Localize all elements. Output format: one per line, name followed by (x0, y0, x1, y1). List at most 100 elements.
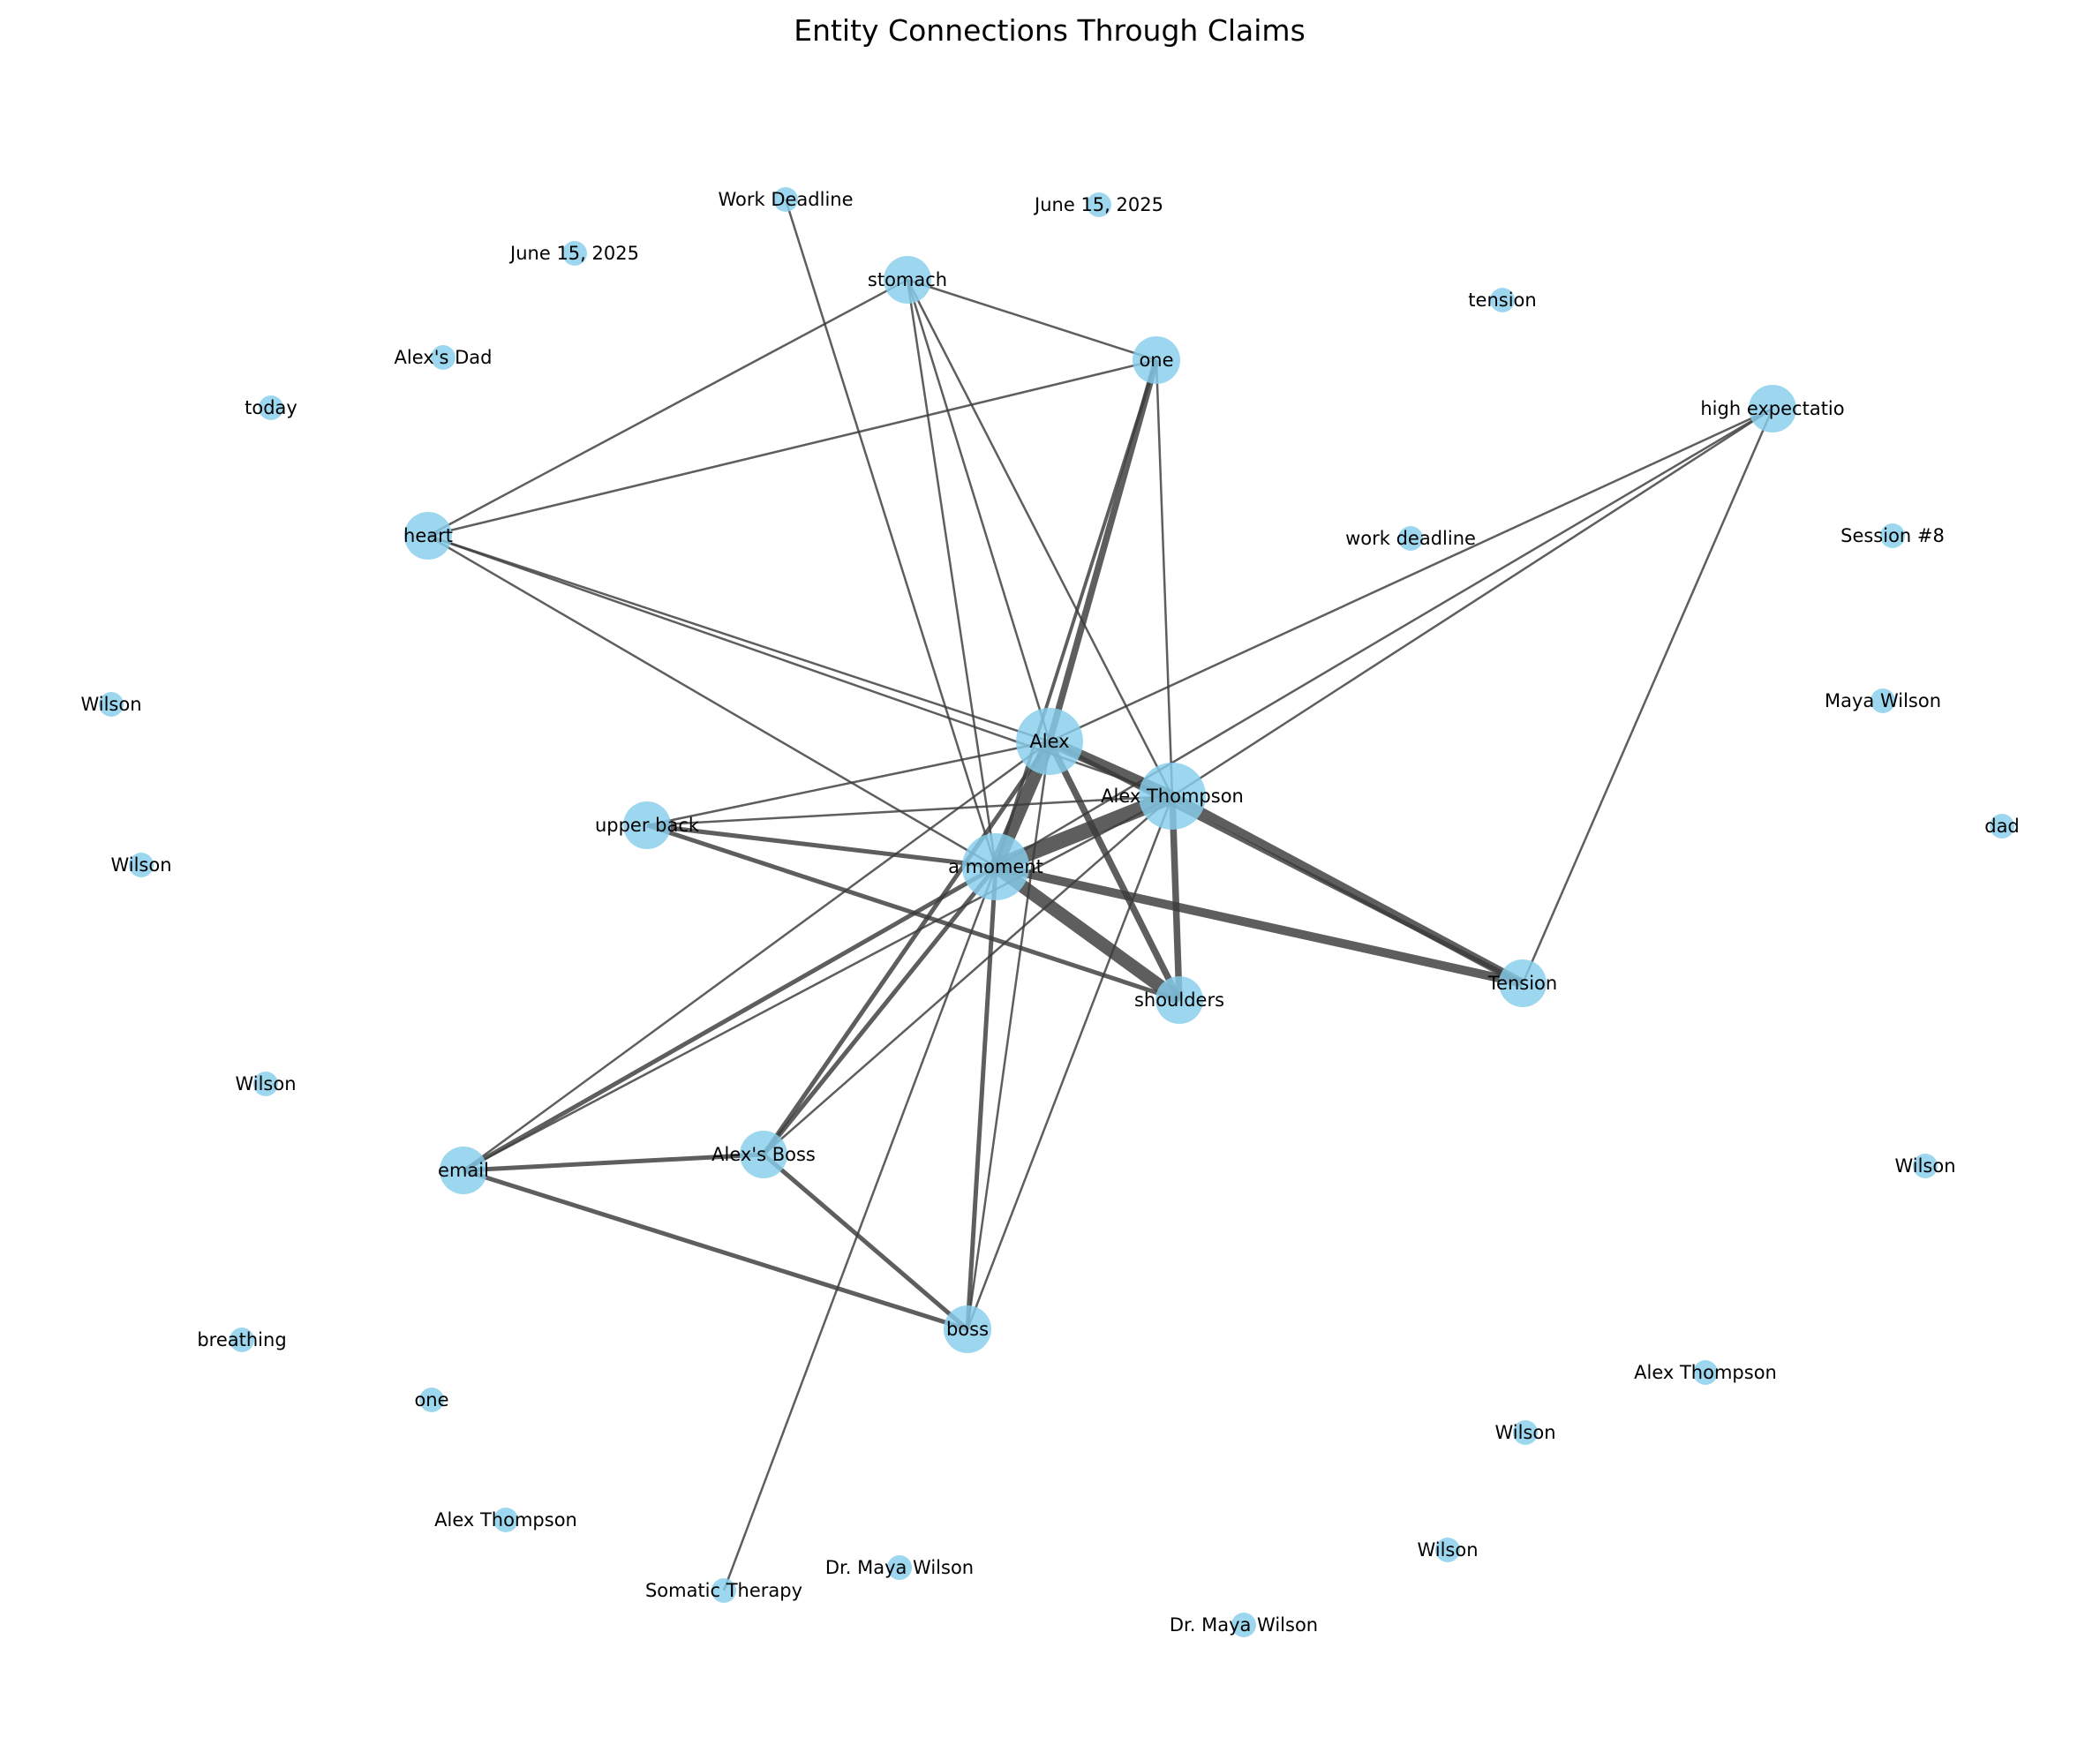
node-label-alex: Alex (1029, 731, 1069, 752)
node-alex_thompson_3 (493, 1508, 518, 1532)
node-label-wilson_6: Wilson (1417, 1539, 1478, 1561)
edge-alex-one_top (1046, 358, 1160, 743)
node-label-june15_b: June 15, 2025 (1033, 194, 1163, 215)
edge-heart-a_moment (427, 534, 997, 869)
edge-a_moment-shoulders (991, 861, 1184, 1006)
edge-boss-a_moment (965, 866, 998, 1330)
node-wilson_5 (1513, 1420, 1538, 1445)
node-shoulders (1155, 976, 1203, 1024)
node-label-heart: heart (403, 525, 453, 546)
node-june15_b (1087, 192, 1111, 217)
node-label-dr_maya_2: Dr. Maya Wilson (1170, 1614, 1318, 1636)
edge-high_exp-alex_thompson (1171, 407, 1773, 798)
node-label-upper_back: upper back (595, 815, 700, 836)
edge-email-alex (463, 740, 1050, 1172)
node-alex_thompson_2 (1693, 1360, 1718, 1385)
node-label-breathing: breathing (197, 1329, 286, 1350)
node-label-shoulders: shoulders (1134, 989, 1224, 1011)
edge-email-alexs_boss (463, 1152, 764, 1173)
node-label-wilson_3: Wilson (235, 1073, 296, 1094)
node-alex_thompson (1139, 763, 1206, 830)
edge-alexs_boss-alex (761, 740, 1052, 1156)
edge-boss-alex (966, 741, 1051, 1330)
node-breathing (230, 1328, 254, 1352)
node-label-wilson_4: Wilson (1894, 1155, 1955, 1177)
node-label-dad: dad (1984, 816, 2020, 837)
edge-upper_back-a_moment (646, 823, 997, 869)
node-one_top (1133, 336, 1180, 384)
node-a_moment (962, 833, 1029, 900)
node-high_exp (1749, 385, 1796, 432)
edge-high_exp-a_moment (995, 407, 1773, 869)
node-label-email: email (438, 1160, 489, 1181)
node-label-work_deadline_cap: Work Deadline (718, 189, 853, 210)
node-today (259, 395, 283, 420)
edge-high_exp-alex (1049, 407, 1773, 743)
node-wilson_2 (129, 853, 154, 877)
node-one_low (419, 1388, 444, 1412)
node-label-stomach: stomach (868, 269, 947, 290)
edge-boss-alex_thompson (966, 795, 1174, 1330)
node-email (440, 1147, 487, 1194)
edge-alexs_boss-alex_thompson (763, 795, 1173, 1155)
node-wilson_6 (1435, 1538, 1460, 1562)
node-label-wilson_2: Wilson (110, 854, 171, 876)
node-label-june15_a: June 15, 2025 (508, 243, 639, 264)
node-label-alex_thompson_3: Alex Thompson (434, 1509, 577, 1531)
labels-layer: Alex Alex Thompson a moment stomach one heart… (80, 189, 2019, 1636)
node-label-boss: boss (946, 1319, 989, 1340)
node-stomach (884, 256, 931, 304)
edge-alex_thompson-one_top (1155, 359, 1174, 797)
node-label-dr_maya_1: Dr. Maya Wilson (825, 1557, 974, 1578)
node-dr_maya_2 (1231, 1613, 1256, 1637)
node-somatic (711, 1578, 736, 1603)
edge-heart-one_top (427, 358, 1157, 538)
node-label-wilson_1: Wilson (80, 694, 141, 715)
edge-high_exp-tension_cap (1521, 408, 1774, 984)
node-label-a_moment: a moment (948, 856, 1043, 877)
edge-alex-shoulders (1046, 740, 1183, 1002)
edge-stomach-one_top (907, 278, 1157, 362)
node-upper_back (623, 801, 671, 849)
edge-stomach-alex (906, 279, 1051, 742)
edge-heart-alex (427, 534, 1050, 743)
node-label-one_low: one (414, 1389, 448, 1410)
node-label-alex_thompson_2: Alex Thompson (1634, 1362, 1777, 1383)
edge-alex_thompson-shoulders (1169, 795, 1183, 1001)
edge-a_moment-tension_cap (994, 862, 1524, 988)
edge-upper_back-alex (646, 740, 1050, 827)
node-maya_wilson (1870, 688, 1895, 713)
node-june15_a (562, 241, 587, 266)
nodes-layer (99, 187, 2014, 1637)
node-label-high_exp: high expectatio (1700, 398, 1844, 419)
node-label-tension_cap: Tension (1487, 973, 1557, 994)
node-label-alexs_dad: Alex's Dad (395, 347, 493, 368)
node-dr_maya_1 (887, 1555, 912, 1580)
node-alexs_boss (740, 1131, 787, 1178)
node-label-one_top: one (1139, 350, 1173, 371)
edge-email-alex_thompson (463, 794, 1173, 1172)
edge-stomach-a_moment (906, 279, 997, 868)
edge-alexs_boss-boss (762, 1153, 969, 1331)
node-label-wilson_5: Wilson (1494, 1422, 1555, 1443)
node-wilson_1 (99, 692, 124, 717)
node-label-maya_wilson: Maya Wilson (1825, 690, 1941, 711)
node-tension_cap (1499, 959, 1547, 1007)
node-wilson_4 (1913, 1154, 1938, 1178)
edge-somatic-a_moment (722, 866, 997, 1591)
node-work_deadline_cap (773, 187, 798, 212)
node-label-somatic: Somatic Therapy (645, 1580, 802, 1601)
node-alex (1016, 708, 1083, 775)
edge-email-a_moment (462, 864, 997, 1173)
edge-stomach-heart (427, 278, 908, 538)
node-session8 (1880, 523, 1905, 548)
node-label-alexs_boss: Alex's Boss (711, 1144, 816, 1165)
node-boss (944, 1305, 991, 1353)
edge-email-boss (463, 1168, 968, 1332)
edge-work_deadline_cap-a_moment (784, 199, 997, 868)
node-dad (1990, 814, 2014, 839)
node-label-session8: Session #8 (1840, 525, 1945, 546)
node-wilson_3 (253, 1072, 278, 1096)
node-heart (404, 512, 452, 560)
